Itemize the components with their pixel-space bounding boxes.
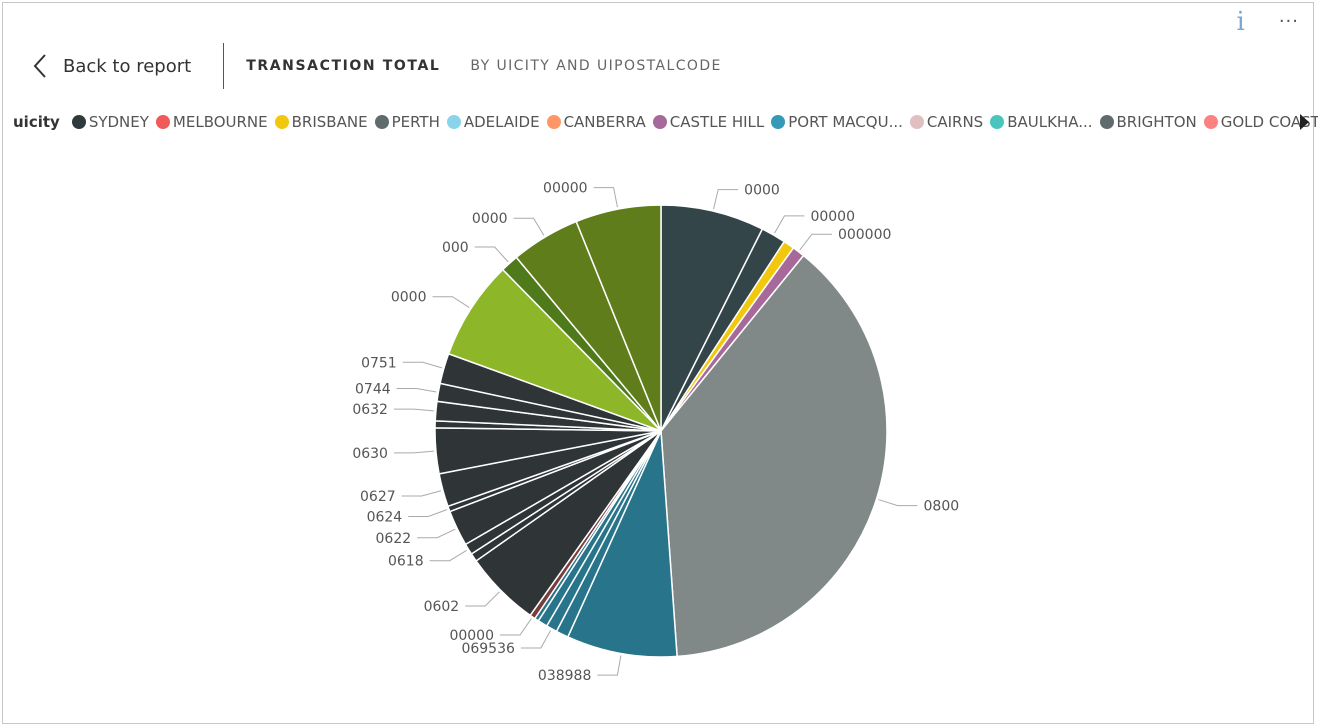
legend-next-arrow-icon[interactable] <box>1300 114 1309 130</box>
back-to-report-button[interactable]: Back to report <box>31 53 191 79</box>
slice-leader-line <box>408 509 448 518</box>
legend-item[interactable]: PERTH <box>374 113 440 131</box>
chevron-left-icon <box>33 54 46 78</box>
slice-leader-line <box>799 233 832 251</box>
legend-dot-icon <box>374 115 389 129</box>
slice-data-label: 00000 <box>543 181 588 197</box>
header-divider <box>223 43 225 89</box>
legend-item-label: CASTLE HILL <box>669 113 765 131</box>
pie-slice[interactable] <box>566 430 678 658</box>
slice-leader-line <box>713 189 739 210</box>
slice-data-label: 0000 <box>391 290 427 306</box>
pie-slice[interactable] <box>660 204 764 432</box>
slice-leader-line <box>878 499 918 507</box>
legend-item-label: BAULKHA... <box>1007 113 1093 131</box>
report-header: Back to report TRANSACTION TOTAL BY UICI… <box>31 43 722 89</box>
visual-header-icons: i ··· <box>1237 9 1300 35</box>
more-options-icon[interactable]: ··· <box>1278 11 1299 32</box>
slice-data-label: 0800 <box>924 499 960 515</box>
pie-chart: 0000000000000000800038988069536000000602… <box>352 181 960 685</box>
legend-dot-icon <box>155 115 170 129</box>
legend-item[interactable]: CANBERRA <box>546 113 646 131</box>
legend-item-label: CAIRNS <box>926 113 984 131</box>
slice-leader-line <box>432 296 470 308</box>
legend-dot-icon <box>1099 115 1114 129</box>
slice-leader-line <box>393 450 434 454</box>
slice-leader-line <box>597 655 622 676</box>
legend-item[interactable]: CASTLE HILL <box>652 113 765 131</box>
slice-data-label: 00000 <box>810 209 855 225</box>
slice-data-label: 0744 <box>355 382 391 398</box>
legend-title: uicity <box>13 113 60 131</box>
slice-leader-line <box>520 630 552 649</box>
slice-leader-line <box>402 361 443 369</box>
slice-leader-line <box>396 388 437 393</box>
legend-item[interactable]: MELBOURNE <box>155 113 268 131</box>
pie-slice[interactable] <box>660 254 888 658</box>
legend-item-label: BRIGHTON <box>1116 113 1197 131</box>
slice-data-label: 00000 <box>449 628 494 644</box>
slice-data-label: 000000 <box>838 227 891 243</box>
chart-title: TRANSACTION TOTAL <box>246 58 441 74</box>
slice-leader-line <box>513 217 545 236</box>
slice-data-label: 0751 <box>361 355 397 371</box>
legend-item-label: BRISBANE <box>291 113 368 131</box>
legend-item-label: PERTH <box>391 113 440 131</box>
slice-leader-line <box>593 187 618 208</box>
legend-item[interactable]: BAULKHA... <box>990 113 1093 131</box>
slice-data-label: 0622 <box>376 531 412 547</box>
legend-item-label: ADELAIDE <box>463 113 540 131</box>
legend-item[interactable]: PORT MACQU... <box>771 113 903 131</box>
legend-item-label: MELBOURNE <box>172 113 268 131</box>
slice-data-label: 000 <box>442 240 469 256</box>
chart-legend: uicity SYDNEY MELBOURNE BRISBANE PERTH ADELA… <box>13 113 1318 131</box>
legend-item-label: PORT MACQU... <box>788 113 903 131</box>
pie-slice[interactable] <box>575 204 662 432</box>
legend-item-label: SYDNEY <box>88 113 149 131</box>
slice-data-label: 0602 <box>424 599 460 615</box>
slice-data-label: 069536 <box>461 641 515 657</box>
slice-leader-line <box>429 549 467 562</box>
slice-leader-line <box>393 408 434 412</box>
legend-item[interactable]: GOLD COAST <box>1203 113 1318 131</box>
legend-dot-icon <box>1203 115 1218 129</box>
legend-item-label: GOLD COAST <box>1220 113 1318 131</box>
slice-leader-line <box>474 246 509 263</box>
legend-item[interactable]: SYDNEY <box>71 113 149 131</box>
legend-dot-icon <box>909 115 924 129</box>
legend-item[interactable]: BRIGHTON <box>1099 113 1197 131</box>
slice-data-label: 0618 <box>388 554 424 570</box>
legend-item[interactable]: CAIRNS <box>909 113 984 131</box>
slice-data-label: 0000 <box>472 211 508 227</box>
slice-data-label: 0624 <box>367 510 403 526</box>
chart-subtitle: BY UICITY AND UIPOSTALCODE <box>470 58 722 74</box>
legend-dot-icon <box>771 115 786 129</box>
legend-dot-icon <box>71 115 86 129</box>
slice-leader-line <box>401 490 442 497</box>
legend-item-label: CANBERRA <box>563 113 646 131</box>
back-to-report-label: Back to report <box>63 55 192 77</box>
legend-item[interactable]: BRISBANE <box>274 113 368 131</box>
slice-data-label: 0632 <box>352 402 388 418</box>
legend-dot-icon <box>546 115 561 129</box>
slice-leader-line <box>774 215 805 234</box>
legend-dot-icon <box>446 115 461 129</box>
info-icon[interactable]: i <box>1236 7 1245 37</box>
legend-dot-icon <box>274 115 289 129</box>
slice-data-label: 0000 <box>744 183 780 199</box>
slice-data-label: 0627 <box>360 489 396 505</box>
legend-dot-icon <box>990 115 1005 129</box>
legend-item[interactable]: ADELAIDE <box>446 113 540 131</box>
slice-leader-line <box>465 591 500 607</box>
legend-dot-icon <box>652 115 667 129</box>
slice-data-label: 0630 <box>352 446 388 462</box>
pie-slice[interactable] <box>447 268 662 432</box>
slice-data-label: 038988 <box>538 668 591 684</box>
slice-leader-line <box>499 618 532 636</box>
slice-leader-line <box>417 528 456 539</box>
